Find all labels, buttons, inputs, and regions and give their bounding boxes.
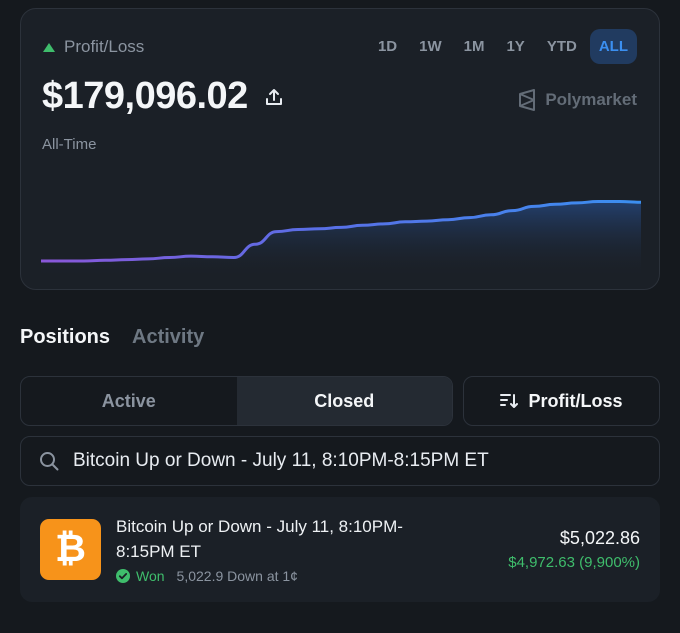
range-selector: 1D 1W 1M 1Y YTD ALL — [369, 29, 637, 64]
tab-positions[interactable]: Positions — [20, 326, 111, 348]
range-1w[interactable]: 1W — [419, 38, 442, 55]
brand-name: Polymarket — [545, 90, 637, 109]
status-segmented-control: Active Closed — [20, 376, 453, 426]
position-detail: 5,022.9 Down at 1¢ — [176, 568, 298, 584]
segment-active[interactable]: Active — [101, 390, 156, 411]
sort-icon — [500, 394, 519, 408]
search-icon — [40, 452, 59, 471]
section-tabs: Positions Activity — [20, 326, 204, 349]
tab-activity[interactable]: Activity — [132, 326, 205, 348]
chart-line — [41, 200, 641, 263]
range-ytd[interactable]: YTD — [546, 38, 577, 55]
segment-closed[interactable]: Closed — [236, 377, 452, 425]
position-value: $5,022.86 — [559, 528, 640, 548]
pl-label: Profit/Loss — [64, 37, 145, 56]
range-1d[interactable]: 1D — [377, 38, 398, 55]
position-row[interactable]: ₿ Bitcoin Up or Down - July 11, 8:10PM-8… — [20, 497, 660, 602]
range-1m[interactable]: 1M — [463, 38, 485, 55]
range-1y[interactable]: 1Y — [506, 38, 525, 55]
search-input[interactable]: Bitcoin Up or Down - July 11, 8:10PM-8:1… — [73, 450, 489, 471]
profit-loss-card: Profit/Loss 1D 1W 1M 1Y YTD ALL $179,096… — [20, 8, 660, 290]
search-field[interactable]: Bitcoin Up or Down - July 11, 8:10PM-8:1… — [20, 436, 660, 486]
chart-area — [41, 201, 641, 279]
bitcoin-icon: ₿ — [40, 519, 101, 580]
sort-button[interactable]: Profit/Loss — [463, 376, 660, 426]
sort-label: Profit/Loss — [528, 390, 623, 411]
up-triangle-icon — [43, 42, 55, 52]
check-circle-icon — [116, 569, 130, 583]
position-meta: Won 5,022.9 Down at 1¢ — [116, 568, 298, 584]
polymarket-brand: Polymarket — [517, 89, 637, 111]
period-label: All-Time — [42, 136, 97, 153]
range-all[interactable]: ALL — [589, 29, 637, 64]
position-pnl: $4,972.63 (9,900%) — [508, 554, 640, 571]
polymarket-logo-icon — [519, 89, 536, 111]
share-icon[interactable] — [264, 87, 284, 107]
position-title: Bitcoin Up or Down - July 11, 8:10PM-8:1… — [116, 517, 403, 561]
status-badge: Won — [136, 568, 165, 584]
pl-amount: $179,096.02 — [42, 75, 248, 117]
amount-row: $179,096.02 — [42, 75, 284, 118]
pl-chart — [41, 200, 641, 279]
pl-header: Profit/Loss — [43, 37, 144, 57]
